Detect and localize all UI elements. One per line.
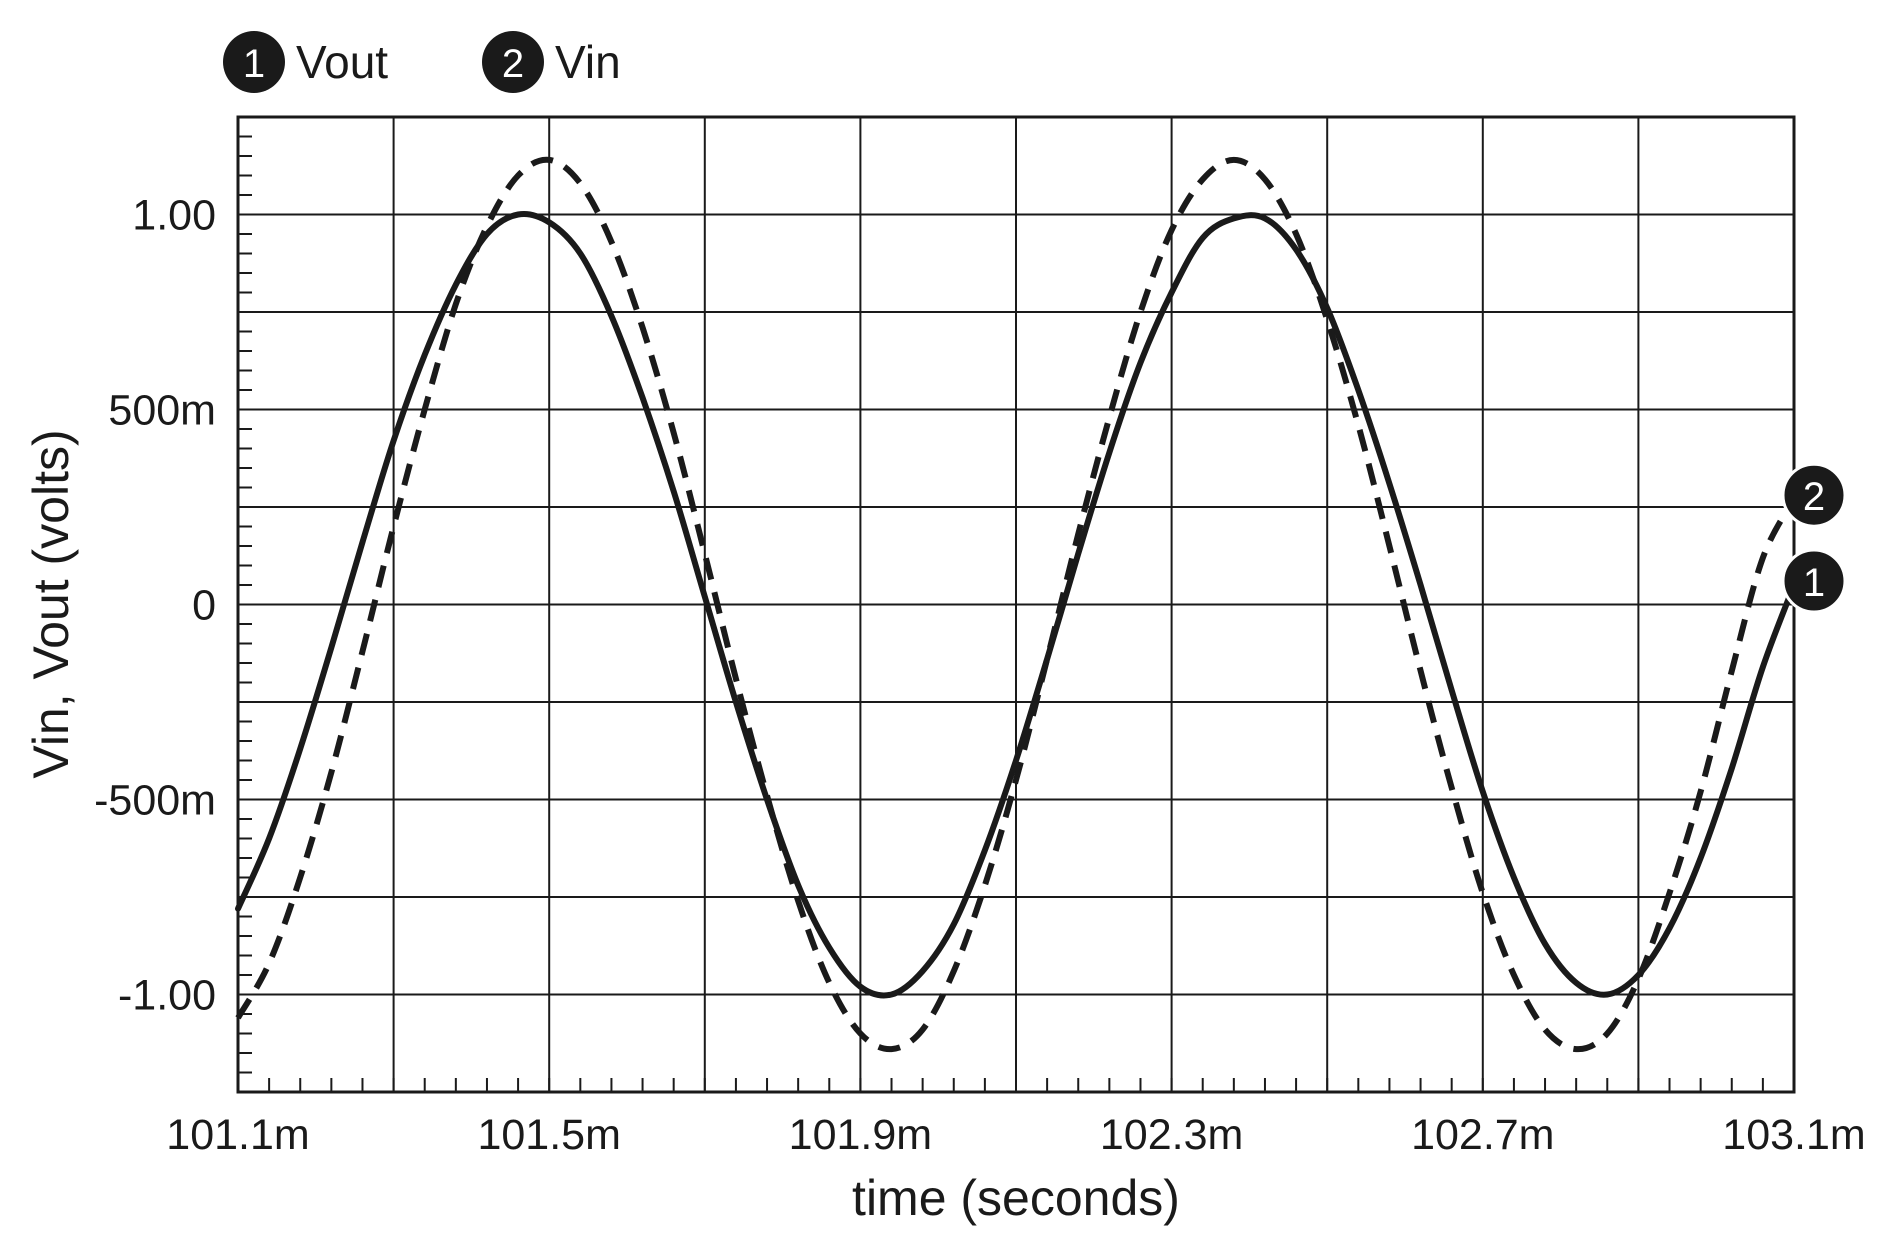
series-lines	[235, 156, 1797, 1053]
y-tick-label-0: 1.00	[132, 192, 216, 240]
y-tick-label-4: -1.00	[118, 972, 216, 1020]
legend-badge-vout	[223, 31, 285, 93]
y-tick-label-2: 0	[192, 582, 216, 630]
y-tick-labels: 1.00 500m 0 -500m -1.00	[94, 192, 216, 1020]
y-tick-label-1: 500m	[108, 387, 216, 435]
end-marker-vout: 1	[1781, 548, 1847, 614]
x-tick-labels: 101.1m 101.5m 101.9m 102.3m 102.7m 103.1m	[166, 1111, 1865, 1159]
minor-ticks	[238, 135, 1764, 1092]
x-tick-label-2: 101.9m	[789, 1111, 932, 1159]
legend-label-vout: Vout	[296, 36, 388, 88]
end-marker-badge-vin	[1781, 462, 1847, 528]
legend-badge-vout-number: 1	[243, 42, 265, 86]
series-line-vout	[235, 211, 1797, 999]
legend-item-vin: 2 Vin	[482, 31, 621, 93]
end-marker-number-vout: 1	[1803, 561, 1825, 605]
end-marker-number-vin: 2	[1803, 475, 1825, 519]
legend-badge-vin	[482, 31, 544, 93]
legend-label-vin: Vin	[555, 36, 621, 88]
series-line-vin	[235, 156, 1797, 1053]
end-marker-vin: 2	[1781, 462, 1847, 528]
x-tick-label-0: 101.1m	[166, 1111, 309, 1159]
y-tick-label-3: -500m	[94, 777, 216, 825]
legend-badge-vin-number: 2	[502, 42, 524, 86]
y-axis-title: Vin, Vout (volts)	[23, 429, 79, 778]
x-tick-label-4: 102.7m	[1411, 1111, 1554, 1159]
grid	[238, 117, 1794, 1092]
end-markers: 12	[1781, 462, 1847, 614]
x-axis-title: time (seconds)	[852, 1170, 1180, 1226]
x-tick-label-5: 103.1m	[1722, 1111, 1865, 1159]
legend-item-vout: 1 Vout	[223, 31, 388, 93]
end-marker-badge-vout	[1781, 548, 1847, 614]
x-tick-label-3: 102.3m	[1100, 1111, 1243, 1159]
x-tick-label-1: 101.5m	[477, 1111, 620, 1159]
legend: 1 Vout 2 Vin	[223, 31, 621, 93]
